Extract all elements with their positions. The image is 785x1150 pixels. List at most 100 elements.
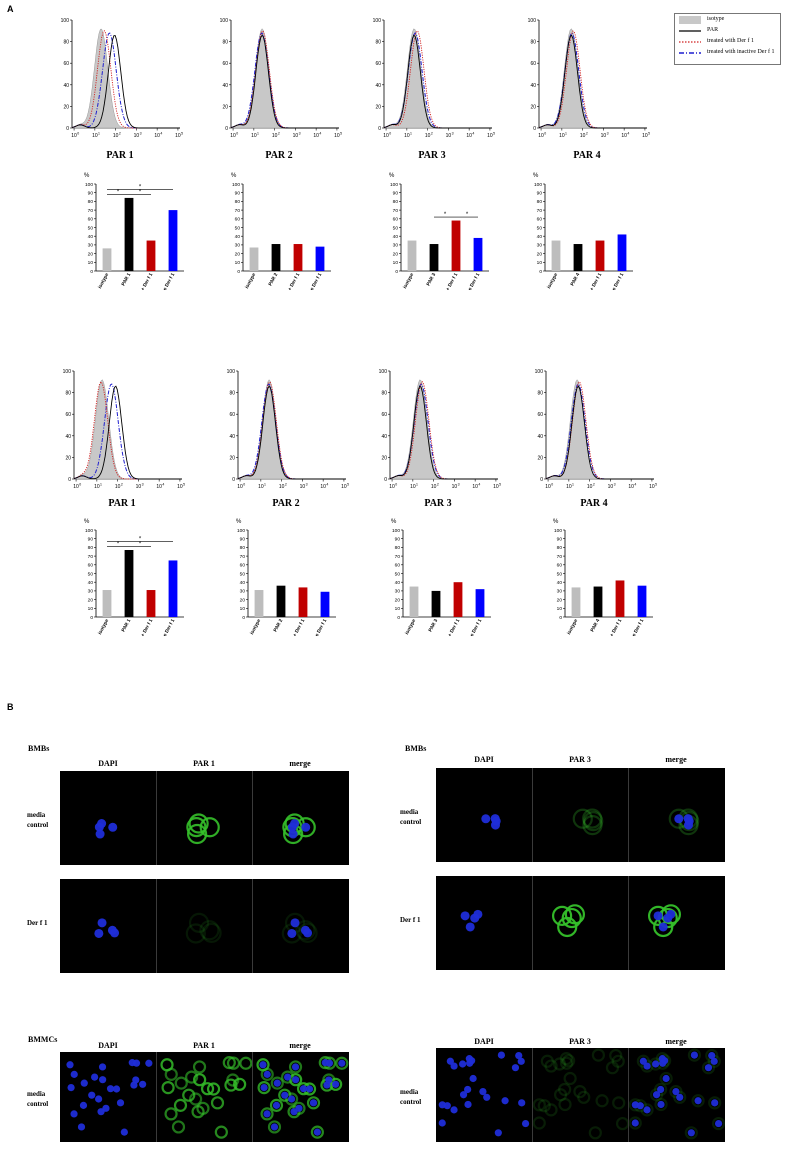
micrograph-dapi xyxy=(60,1052,156,1142)
x-tick-label: 10 xyxy=(177,484,183,490)
y-tick-label: 40 xyxy=(395,580,401,586)
micrograph-dapi xyxy=(60,771,156,865)
nucleus xyxy=(521,1119,530,1128)
bar-4 xyxy=(637,585,647,617)
histogram-top-2: 0 20 40 60 80 100 10 0 10 1 10 2 10 3 10 4 10 5 xyxy=(217,16,345,149)
bar-chart-2: % 0 10 20 30 40 50 60 70 80 90 100 isotype PAR 2 PAR 2… xyxy=(225,172,340,322)
nucleus xyxy=(652,1060,660,1068)
column-header-dapi: DAPI xyxy=(474,1037,494,1046)
y-tick-label: 80 xyxy=(240,545,246,551)
x-tick-exponent: 0 xyxy=(243,483,245,487)
y-axis-label: % xyxy=(84,519,90,525)
category-label: isotype xyxy=(97,618,110,636)
y-tick-label: 50 xyxy=(88,571,94,577)
nucleus xyxy=(443,1102,451,1110)
histogram-title-bottom-2: PAR 2 xyxy=(272,498,300,509)
y-tick-label: 20 xyxy=(65,455,71,461)
bar-3 xyxy=(293,244,303,271)
nucleus xyxy=(97,918,107,928)
x-tick-exponent: 3 xyxy=(306,483,308,487)
y-tick-label: 80 xyxy=(229,391,235,397)
nucleus xyxy=(710,1057,718,1065)
category-label: PAR 2 xyxy=(272,618,284,633)
y-tick-label: 70 xyxy=(537,208,543,214)
x-tick-exponent: 2 xyxy=(121,483,123,487)
x-tick-label: 10 xyxy=(279,484,285,490)
nucleus xyxy=(636,1102,644,1110)
y-tick-label: 20 xyxy=(88,251,94,257)
par-line xyxy=(230,34,339,129)
nucleus xyxy=(108,822,118,832)
nucleus xyxy=(130,1081,138,1089)
x-tick-label: 10 xyxy=(566,484,572,490)
par-stain-ring xyxy=(210,1096,225,1110)
y-tick-label: 80 xyxy=(88,199,94,205)
column-header-par-3: PAR 3 xyxy=(569,755,591,764)
nucleus xyxy=(145,1059,153,1067)
bar-4 xyxy=(168,210,178,271)
x-tick-exponent: 3 xyxy=(142,483,144,487)
column-header-dapi: DAPI xyxy=(474,755,494,764)
x-tick-exponent: 2 xyxy=(285,483,287,487)
category-label: isotype xyxy=(244,272,257,290)
nucleus xyxy=(643,1106,651,1114)
par-stain-ring xyxy=(551,905,573,926)
x-tick-exponent: 4 xyxy=(634,483,636,487)
histogram-legend: isotype PAR treated with Der f 1 treated… xyxy=(674,13,781,65)
inactive-derf1-line xyxy=(538,32,647,129)
column-header-par-3: PAR 3 xyxy=(569,1037,591,1046)
nucleus xyxy=(690,1051,699,1059)
nucleus xyxy=(281,1091,289,1099)
x-tick-exponent: 1 xyxy=(410,132,412,136)
micrograph-merge xyxy=(628,768,725,862)
inactive-derf1-line xyxy=(230,32,339,129)
histogram-bottom-4: 0 20 40 60 80 100 10 0 10 1 10 2 10 3 10 4 10 5 xyxy=(532,367,660,500)
x-tick-exponent: 3 xyxy=(299,132,301,136)
category-label: PAR 1 xyxy=(120,272,132,287)
y-tick-label: 30 xyxy=(557,589,563,595)
x-tick-label: 10 xyxy=(621,133,627,139)
y-tick-label: 50 xyxy=(395,571,401,577)
inactive-derf1-line xyxy=(237,383,346,480)
row-label-der-f-1: Der f 1 xyxy=(400,916,421,924)
nucleus xyxy=(288,1095,296,1103)
nucleus xyxy=(459,1091,468,1099)
PAR-image xyxy=(572,808,604,836)
x-tick-label: 10 xyxy=(73,484,79,490)
nucleus xyxy=(464,1085,472,1094)
y-tick-label: 60 xyxy=(229,412,235,418)
nucleus xyxy=(120,1128,128,1136)
histogram-title-bottom-3: PAR 3 xyxy=(424,498,452,509)
par-stain-ring xyxy=(649,1088,664,1102)
y-tick-label: 50 xyxy=(88,225,94,231)
par-stain-ring xyxy=(260,1107,274,1121)
category-label: PAR 3 xyxy=(425,272,437,287)
PAR-image xyxy=(551,904,585,938)
par-stain-ring xyxy=(562,1054,576,1068)
isotype-area xyxy=(237,379,346,480)
significance-star: * xyxy=(466,212,469,218)
column-header-merge: merge xyxy=(665,755,687,764)
par-stain-ring xyxy=(582,815,603,836)
y-axis-label: % xyxy=(391,519,397,525)
y-tick-label: 20 xyxy=(229,455,235,461)
nucleus xyxy=(132,1059,141,1067)
bar-chart-svg: % 0 10 20 30 40 50 60 70 80 90 100 isotype PAR 1 PAR 1… xyxy=(84,519,184,668)
x-tick-exponent: 2 xyxy=(278,132,280,136)
x-tick-label: 10 xyxy=(156,484,162,490)
x-tick-label: 10 xyxy=(94,484,100,490)
y-tick-label: 100 xyxy=(232,182,240,188)
DAPI-image xyxy=(94,918,120,938)
par-stain-ring xyxy=(174,1076,188,1090)
bar-chart-4: % 0 10 20 30 40 50 60 70 80 90 100 isotype PAR 4 PAR 4… xyxy=(527,172,642,322)
nucleus xyxy=(659,1059,667,1067)
y-tick-label: 80 xyxy=(65,391,71,397)
y-tick-label: 90 xyxy=(240,537,246,543)
category-label: PAR 3 + Der f 1 xyxy=(440,618,461,636)
nucleus xyxy=(97,1108,105,1116)
x-tick-label: 10 xyxy=(389,484,395,490)
nucleus xyxy=(112,1085,121,1093)
nucleus xyxy=(469,1074,477,1083)
nucleus xyxy=(479,1087,487,1096)
